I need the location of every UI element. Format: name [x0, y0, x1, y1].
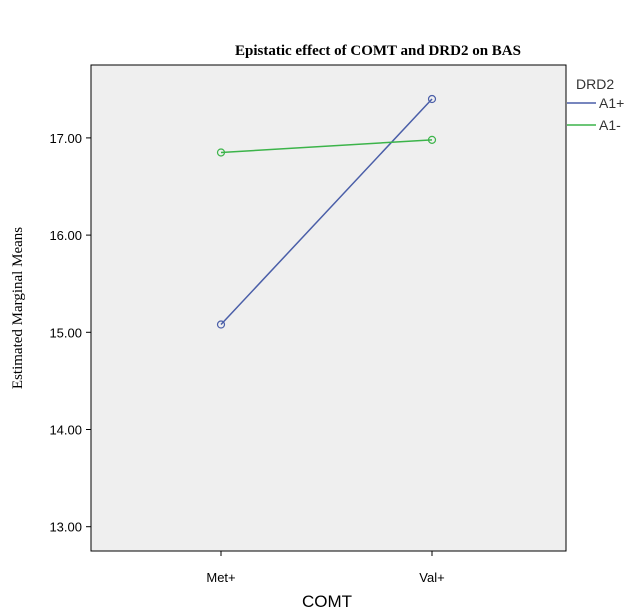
x-tick-label: Met+: [206, 570, 235, 585]
legend: DRD2 A1+ A1-: [567, 76, 624, 133]
legend-title: DRD2: [576, 76, 614, 92]
series-layer: [216, 94, 437, 329]
legend-label-A1-: A1-: [599, 117, 621, 133]
y-tick-label: 16.00: [49, 228, 82, 243]
data-point-A1--Val+: [427, 135, 437, 144]
data-point-A1--Met+: [216, 148, 226, 157]
x-axis-label: COMT: [302, 592, 352, 610]
y-axis-label: Estimated Marginal Means: [10, 227, 26, 389]
x-tick-label: Val+: [419, 570, 444, 585]
y-tick-label: 13.00: [49, 520, 82, 535]
y-tick-label: 15.00: [49, 325, 82, 340]
data-point-A1+-Met+: [216, 320, 226, 329]
legend-label-A1+: A1+: [599, 95, 624, 111]
y-tick-label: 17.00: [49, 131, 82, 146]
data-point-A1+-Val+: [427, 94, 437, 104]
series-line-A1+: [220, 98, 433, 326]
y-axis: 13.00 14.00 15.00 16.00 17.00: [49, 131, 91, 535]
chart-title: Epistatic effect of COMT and DRD2 on BAS: [235, 43, 521, 59]
plot-area: [90, 64, 567, 552]
x-axis: Met+ Val+: [206, 551, 445, 585]
series-line-A1-: [220, 139, 433, 154]
y-tick-label: 14.00: [49, 423, 82, 438]
